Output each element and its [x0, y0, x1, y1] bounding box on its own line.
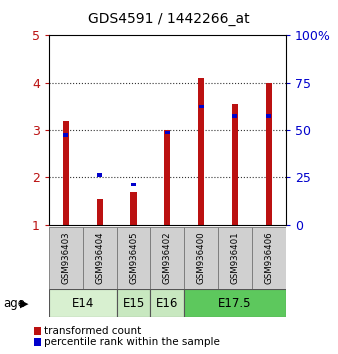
Bar [184, 227, 218, 289]
Bar [252, 227, 286, 289]
Text: GDS4591 / 1442266_at: GDS4591 / 1442266_at [88, 12, 250, 27]
Bar [49, 227, 83, 289]
Text: GSM936406: GSM936406 [264, 231, 273, 284]
Bar [232, 114, 238, 118]
Bar [218, 227, 252, 289]
Bar [184, 289, 286, 317]
Text: GSM936402: GSM936402 [163, 231, 172, 284]
Bar [130, 192, 137, 225]
Text: E15: E15 [122, 297, 145, 309]
Text: E16: E16 [156, 297, 178, 309]
Bar [97, 199, 103, 225]
Bar [97, 173, 102, 177]
Bar [131, 183, 136, 187]
Bar [49, 289, 117, 317]
Bar [150, 227, 184, 289]
Bar [198, 104, 204, 108]
Text: GSM936400: GSM936400 [197, 231, 206, 284]
Bar [232, 104, 238, 225]
Bar [266, 114, 271, 118]
Bar [63, 133, 69, 137]
Text: percentile rank within the sample: percentile rank within the sample [44, 337, 220, 347]
Text: transformed count: transformed count [44, 326, 141, 336]
Text: E17.5: E17.5 [218, 297, 252, 309]
Bar [165, 131, 170, 135]
Bar [164, 130, 170, 225]
Text: E14: E14 [72, 297, 94, 309]
Bar [266, 83, 272, 225]
Bar [150, 289, 184, 317]
Text: GSM936401: GSM936401 [231, 231, 239, 284]
Text: GSM936404: GSM936404 [95, 231, 104, 284]
Text: GSM936403: GSM936403 [62, 231, 70, 284]
Text: GSM936405: GSM936405 [129, 231, 138, 284]
Bar [83, 227, 117, 289]
Text: age: age [3, 297, 25, 310]
Bar [63, 121, 69, 225]
Bar [117, 289, 150, 317]
Text: ▶: ▶ [20, 298, 29, 308]
Bar [117, 227, 150, 289]
Bar [198, 78, 204, 225]
